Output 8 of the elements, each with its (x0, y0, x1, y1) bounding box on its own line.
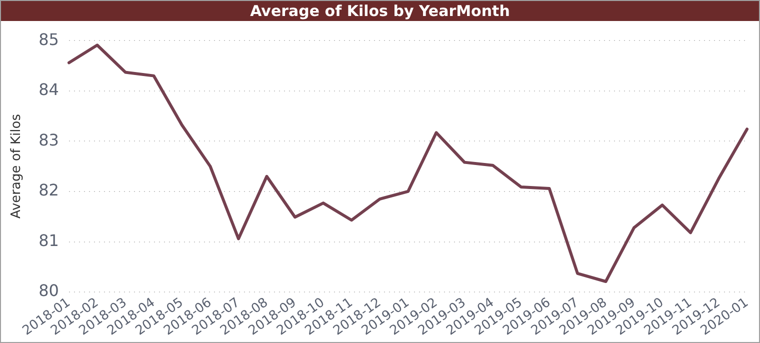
y-tick-label: 85 (38, 30, 59, 49)
y-tick-label: 80 (38, 281, 59, 300)
y-tick-label: 81 (38, 230, 59, 250)
y-tick-label: 82 (38, 180, 59, 200)
y-tick-label: 84 (38, 80, 59, 100)
chart-title: Average of Kilos by YearMonth (1, 1, 759, 21)
y-axis-title: Average of Kilos (9, 114, 24, 219)
y-tick-label: 83 (38, 130, 59, 150)
